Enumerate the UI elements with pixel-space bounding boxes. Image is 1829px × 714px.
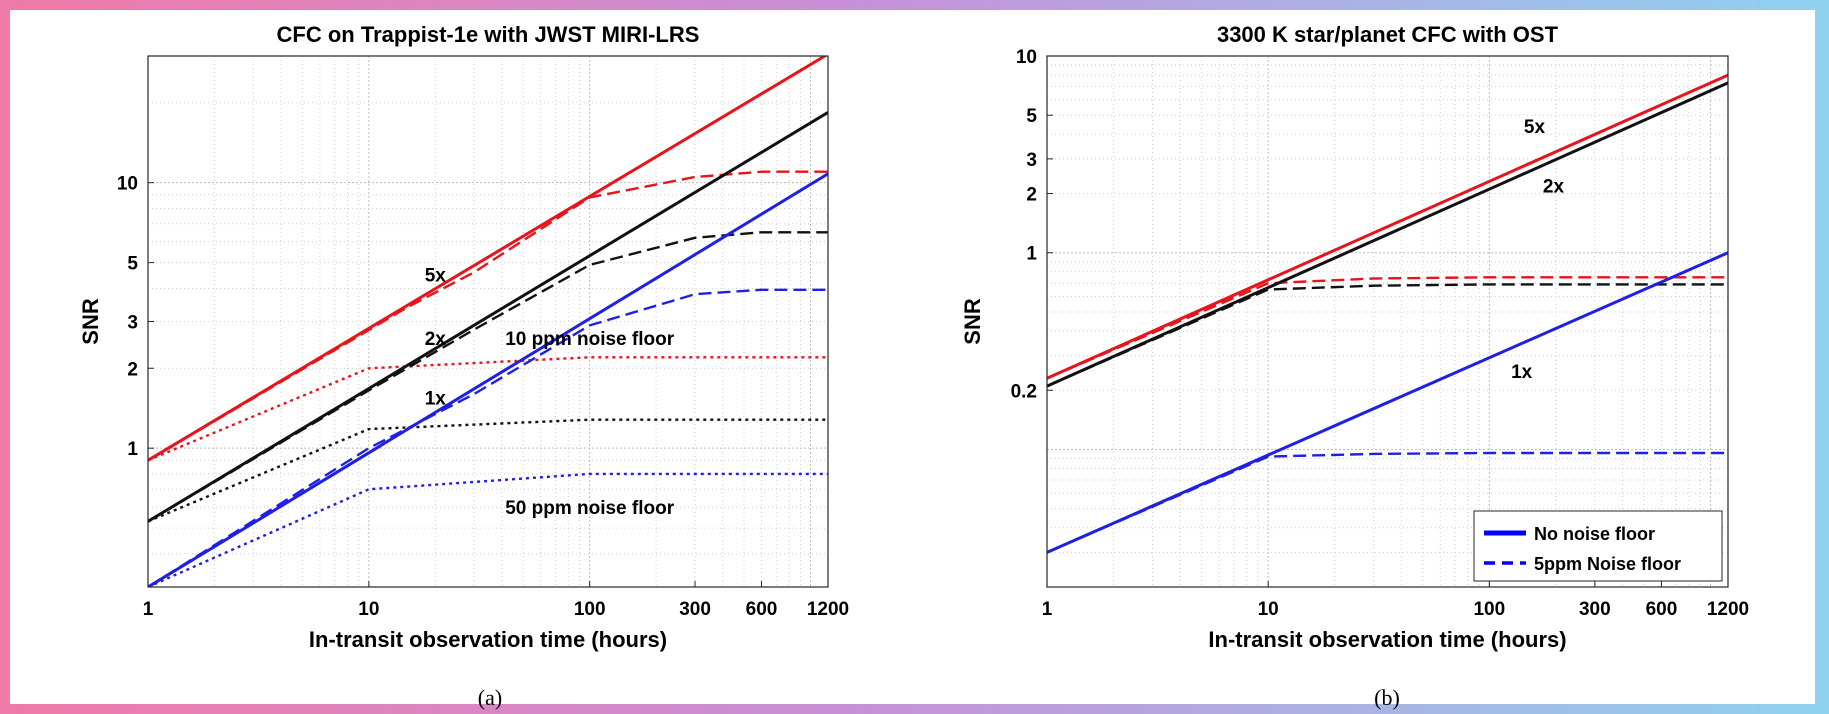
- x-tick-label: 1200: [1707, 599, 1749, 620]
- series-line-dashed: [148, 288, 828, 587]
- chart-title: 3300 K star/planet CFC with OST: [1217, 22, 1559, 47]
- y-tick-label: 1: [1026, 244, 1037, 265]
- y-tick-label: 10: [117, 174, 138, 195]
- y-tick-label: 3: [127, 313, 138, 334]
- x-tick-label: 300: [679, 599, 711, 620]
- annotation-label: 1x: [1511, 362, 1533, 383]
- y-tick-label: 10: [1016, 47, 1037, 68]
- x-tick-label: 600: [1646, 599, 1678, 620]
- legend-label: No noise floor: [1534, 524, 1655, 544]
- series-group: [1047, 73, 1728, 554]
- y-tick-label: 0.2: [1011, 381, 1037, 402]
- grid: [1047, 56, 1728, 587]
- chart-b: 1 10 100 300 600 1200 0.2 1 2 3 5 10 3300 K star/pla…: [960, 22, 1749, 710]
- y-tick-label: 1: [127, 439, 138, 460]
- annotation-label: 1x: [425, 389, 447, 410]
- x-tick-label: 1: [1042, 599, 1053, 620]
- y-tick-label: 5: [1026, 106, 1037, 127]
- x-tick-label: 1: [143, 599, 154, 620]
- y-tick-label: 5: [127, 254, 138, 275]
- series-line-dotted: [148, 472, 828, 587]
- legend-box: [1473, 510, 1723, 582]
- figure-caption: (a): [478, 685, 502, 710]
- annotation-label: 2x: [1543, 176, 1565, 197]
- chart-a: 1 10 100 300 600 1200 1 2 3 5 10 CFC on Trappist-1e…: [78, 22, 849, 710]
- plot-area: [1047, 56, 1728, 587]
- annotation-label: 5x: [1524, 117, 1546, 138]
- x-tick-label: 100: [574, 599, 606, 620]
- y-tick-label: 2: [127, 359, 138, 380]
- x-tick-label: 10: [1258, 599, 1279, 620]
- x-tick-label: 300: [1579, 599, 1611, 620]
- series-line-dotted: [148, 356, 828, 462]
- x-tick-label: 100: [1473, 599, 1505, 620]
- annotation-label: 2x: [425, 329, 447, 350]
- series-line-solid: [148, 56, 828, 462]
- x-tick-label: 1200: [807, 599, 849, 620]
- x-axis-label: In-transit observation time (hours): [309, 627, 667, 652]
- x-tick-label: 10: [358, 599, 379, 620]
- series-group: [148, 56, 828, 587]
- series-line-dashed: [148, 170, 828, 462]
- y-tick-label: 2: [1026, 185, 1037, 206]
- series-line-dashed: [148, 231, 828, 523]
- series-line-solid: [148, 172, 828, 587]
- annotation-label: 5x: [425, 266, 447, 287]
- annotation-label: 50 ppm noise floor: [505, 498, 675, 519]
- legend: No noise floor 5ppm Noise floor: [1473, 510, 1723, 582]
- x-tick-label: 600: [746, 599, 778, 620]
- series-line-dashed: [1047, 283, 1728, 388]
- series-line-solid: [148, 111, 828, 523]
- series-line-dashed: [1047, 276, 1728, 380]
- series-line-dashed: [1047, 451, 1728, 554]
- annotation-label: 10 ppm noise floor: [505, 329, 675, 350]
- figure-caption: (b): [1374, 685, 1400, 710]
- chart-title: CFC on Trappist-1e with JWST MIRI-LRS: [277, 22, 700, 47]
- x-axis-label: In-transit observation time (hours): [1208, 627, 1566, 652]
- y-axis-label: SNR: [960, 298, 985, 345]
- axes-box: [1046, 55, 1729, 588]
- grid: [148, 56, 828, 587]
- y-axis-label: SNR: [78, 298, 103, 345]
- series-line-dotted: [148, 418, 828, 523]
- series-line-solid: [1047, 73, 1728, 380]
- legend-label: 5ppm Noise floor: [1534, 554, 1681, 574]
- y-tick-label: 3: [1026, 150, 1037, 171]
